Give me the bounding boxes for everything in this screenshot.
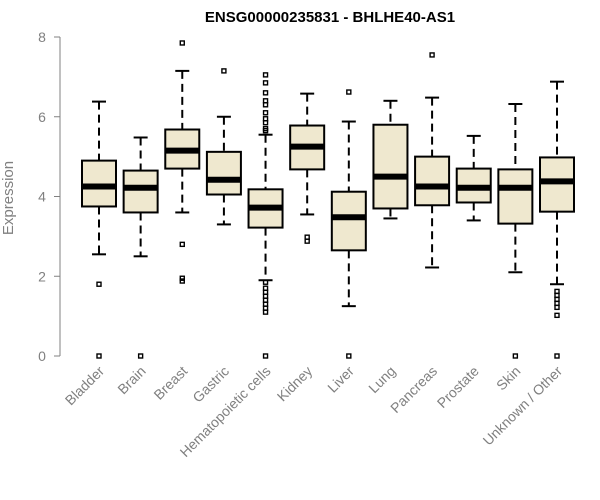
box-breast bbox=[164, 40, 201, 284]
box-iqr bbox=[414, 155, 451, 207]
outlier-point bbox=[96, 353, 102, 359]
outlier-point bbox=[96, 281, 102, 287]
outlier-point bbox=[179, 278, 185, 284]
y-tick-label: 4 bbox=[38, 189, 46, 205]
outlier-point bbox=[262, 279, 269, 285]
box-iqr bbox=[372, 123, 409, 210]
box-iqr bbox=[539, 156, 575, 213]
chart-title: ENSG00000235831 - BHLHE40-AS1 bbox=[205, 9, 455, 26]
box-liver bbox=[330, 89, 367, 359]
outlier-point bbox=[262, 128, 269, 134]
box-skin bbox=[497, 102, 534, 359]
box-bladder bbox=[81, 100, 117, 359]
box-hematopoietic-cells bbox=[247, 72, 284, 359]
x-tick-label: Unknown / Other bbox=[480, 363, 566, 449]
outlier-point bbox=[262, 309, 269, 315]
box-series bbox=[81, 40, 575, 359]
y-tick-label: 2 bbox=[38, 268, 46, 284]
outlier-point bbox=[512, 353, 519, 359]
outlier-point bbox=[262, 120, 269, 126]
x-tick-label: Brain bbox=[114, 363, 148, 397]
outlier-point bbox=[137, 353, 144, 359]
y-axis-title: Expression bbox=[0, 161, 17, 235]
outlier-point bbox=[221, 68, 227, 74]
box-iqr bbox=[497, 168, 534, 225]
outlier-point bbox=[179, 275, 185, 281]
outlier-point bbox=[262, 72, 269, 78]
outlier-point bbox=[262, 110, 269, 116]
box-lung bbox=[372, 99, 409, 220]
box-unknown-other bbox=[539, 80, 575, 359]
box-prostate bbox=[455, 134, 492, 222]
x-tick-label: Skin bbox=[493, 363, 524, 394]
box-pancreas bbox=[414, 52, 451, 269]
outlier-point bbox=[179, 40, 185, 46]
outlier-point bbox=[179, 241, 185, 248]
outlier-point bbox=[262, 353, 269, 359]
x-tick-label: Prostate bbox=[434, 363, 482, 411]
box-iqr bbox=[330, 190, 367, 252]
outlier-point bbox=[304, 238, 310, 244]
box-iqr bbox=[122, 169, 159, 214]
outlier-point bbox=[554, 353, 560, 359]
y-tick-label: 6 bbox=[38, 109, 46, 125]
box-kidney bbox=[289, 92, 326, 244]
y-tick-label: 0 bbox=[38, 348, 46, 364]
x-tick-label: Bladder bbox=[62, 363, 108, 409]
outlier-point bbox=[554, 312, 560, 319]
box-brain bbox=[122, 136, 159, 359]
outlier-point bbox=[346, 89, 352, 95]
outlier-point bbox=[429, 52, 435, 58]
x-tick-label: Breast bbox=[150, 363, 190, 403]
outlier-point bbox=[262, 102, 269, 108]
y-tick-label: 8 bbox=[38, 29, 46, 45]
x-tick-label: Lung bbox=[365, 363, 398, 396]
outlier-point bbox=[262, 90, 269, 96]
outlier-point bbox=[262, 80, 269, 86]
y-axis: 0 2 4 6 8 bbox=[38, 29, 61, 364]
outlier-point bbox=[346, 353, 352, 359]
box-iqr bbox=[205, 150, 242, 196]
box-gastric bbox=[205, 68, 242, 226]
x-tick-label: Kidney bbox=[274, 363, 316, 405]
x-tick-label: Liver bbox=[324, 363, 357, 396]
outlier-point bbox=[554, 304, 560, 311]
